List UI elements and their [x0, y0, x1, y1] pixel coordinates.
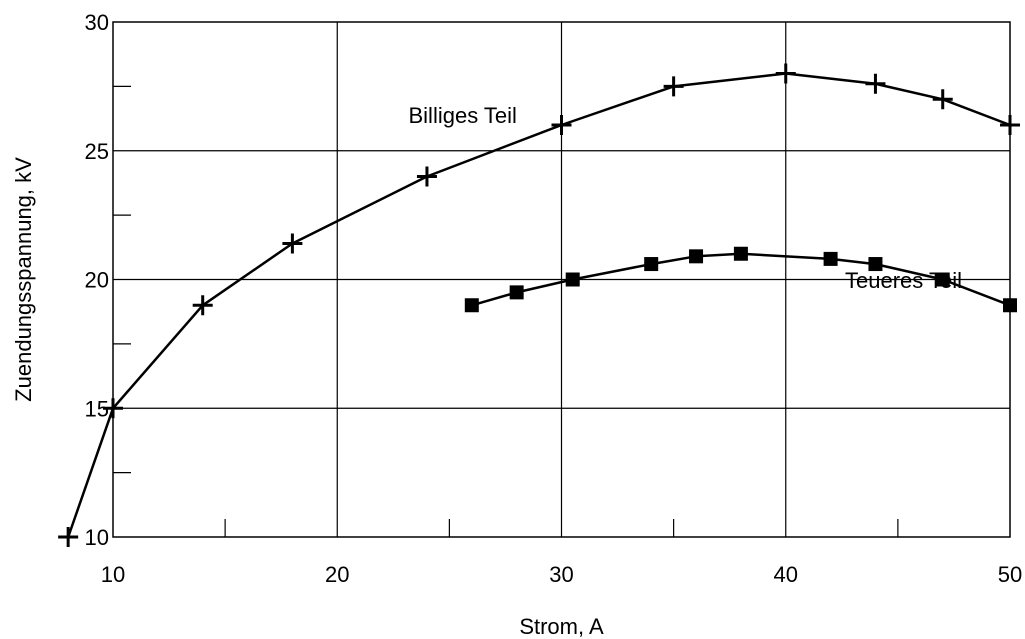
y-axis-label: Zuendungsspannung, kV	[11, 157, 36, 402]
labels-layer: 10 20 30 40 50 10 15 20 25 30 Strom, A Zuendungsspa…	[11, 10, 1022, 639]
data-point-plus	[663, 76, 684, 97]
y-tick-label: 20	[85, 268, 109, 293]
y-tick-label: 10	[85, 525, 109, 550]
series-layer	[58, 63, 1020, 547]
series-label: Teueres Teil	[845, 268, 962, 293]
x-tick-label: 50	[998, 562, 1022, 587]
x-tick-label: 20	[325, 562, 349, 587]
data-point-plus	[416, 166, 437, 187]
data-point-square	[464, 298, 479, 313]
data-point-plus	[865, 73, 886, 94]
series-line	[471, 252, 1011, 307]
data-point-square	[935, 272, 950, 287]
x-tick-label: 40	[774, 562, 798, 587]
data-point-plus	[103, 398, 123, 419]
data-point-plus	[932, 89, 953, 110]
y-tick-label: 30	[85, 10, 109, 35]
data-point-square	[733, 246, 748, 261]
x-axis-label: Strom, A	[519, 614, 604, 639]
y-tick-label: 15	[85, 396, 109, 421]
axes	[112, 21, 1011, 538]
data-point-square	[565, 272, 580, 287]
data-point-square	[689, 249, 704, 264]
data-point-square	[1003, 298, 1017, 313]
data-point-plus	[1000, 115, 1020, 135]
data-point-plus	[282, 233, 303, 254]
plot-frame	[112, 21, 1011, 538]
series-label: Billiges Teil	[409, 103, 517, 128]
data-point-plus	[775, 63, 796, 84]
data-point-square	[509, 285, 524, 300]
series-2	[464, 246, 1017, 313]
data-point-plus	[58, 527, 79, 547]
data-point-square	[823, 251, 838, 266]
grid-lines	[113, 22, 1010, 537]
y-tick-label: 25	[85, 139, 109, 164]
x-tick-label: 30	[549, 562, 573, 587]
data-point-square	[868, 257, 883, 272]
data-point-plus	[551, 115, 572, 135]
data-point-plus	[192, 295, 213, 316]
series-1	[58, 63, 1020, 547]
data-point-square	[644, 257, 659, 272]
x-tick-label: 10	[101, 562, 125, 587]
